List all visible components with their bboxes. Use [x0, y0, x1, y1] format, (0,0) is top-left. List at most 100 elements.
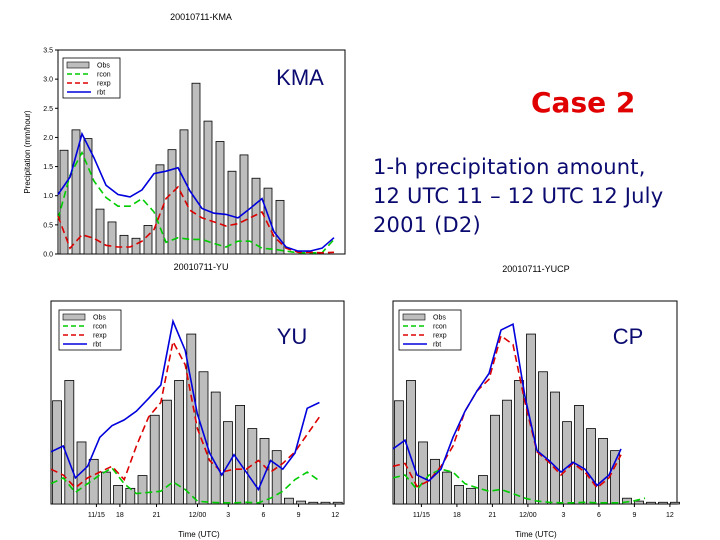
x-tick-label: 21	[489, 512, 497, 519]
obs-bar	[203, 120, 213, 255]
obs-bar	[83, 138, 93, 255]
chart-kma: 20010711-KMA 0.0 0.5 1.0 1.5 2.0 2.5 3.0 3.5 Pr…	[23, 12, 346, 259]
obs-bar	[143, 225, 153, 255]
description: 1-h precipitation amount, 12 UTC 11 – 12…	[373, 153, 718, 240]
panel-label-yucp: CP	[613, 324, 644, 349]
x-tick-label: 18	[453, 512, 461, 519]
x-tick-label: 11/15	[88, 512, 105, 519]
x-axis-label-yucp: Time (UTC)	[515, 530, 557, 539]
y-tick-label: 2.0	[43, 135, 53, 142]
obs-bar	[64, 380, 75, 505]
chart-yucp: 20010711-YUCP 11/15 18 21 12/00 3 6 9 12 Obs rco…	[392, 264, 680, 539]
obs-bar	[598, 438, 608, 505]
y-tick-label: 2.5	[43, 106, 53, 113]
obs-bar	[52, 400, 62, 505]
series-rexp-line	[57, 185, 335, 254]
series-rcon-line	[392, 468, 646, 504]
legend-label: rbt	[97, 90, 105, 97]
y-tick-label: 0.5	[43, 222, 53, 229]
obs-bar	[88, 458, 99, 505]
y-axis-label-kma: Precipitation (mm/hour)	[23, 110, 32, 193]
obs-bar	[186, 333, 197, 505]
obs-bar	[259, 438, 270, 505]
obs-bar	[107, 221, 117, 255]
legend-swatch-obs	[402, 313, 426, 321]
legend-label: rcon	[97, 72, 111, 79]
series-rbt-line	[50, 318, 320, 492]
x-tick-label: 3	[226, 512, 230, 519]
obs-bar	[526, 333, 536, 505]
obs-bar	[149, 414, 160, 505]
obs-bar	[296, 500, 307, 505]
obs-bar	[119, 234, 129, 255]
obs-bar	[550, 391, 560, 505]
obs-bar	[308, 501, 319, 505]
obs-bar	[137, 475, 148, 505]
chart-title-yu: 20010711-YU	[174, 262, 229, 272]
legend-label: rcon	[93, 324, 107, 331]
description-line: 2001 (D2)	[373, 213, 481, 237]
legend-label: rexp	[93, 333, 107, 340]
obs-bar	[320, 501, 331, 505]
obs-bar	[161, 399, 172, 505]
legend-label: rcon	[433, 324, 447, 331]
case-title: Case 2	[531, 86, 636, 119]
y-tick-label: 3.0	[43, 77, 53, 84]
series-rbt-line	[57, 131, 335, 252]
obs-bar	[191, 82, 201, 255]
x-tick-label: 12/00	[519, 512, 537, 519]
obs-bar	[239, 154, 249, 255]
obs-bar	[95, 208, 105, 255]
obs-bar	[514, 380, 524, 505]
x-tick-label: 3	[561, 512, 565, 519]
obs-bar	[263, 187, 273, 255]
description-line: 1-h precipitation amount,	[373, 155, 646, 179]
chart-title-yucp: 20010711-YUCP	[502, 264, 569, 274]
obs-bar	[155, 164, 165, 255]
obs-bar	[210, 391, 221, 505]
series-rexp-line	[392, 334, 622, 489]
legend-label: Obs	[97, 63, 110, 70]
y-tick-label: 1.0	[43, 193, 53, 200]
obs-bar	[113, 485, 123, 505]
x-tick-label: 12	[666, 512, 674, 519]
x-tick-label: 6	[597, 512, 601, 519]
obs-bar	[71, 129, 81, 255]
obs-bar	[466, 487, 476, 505]
legend-label: rbt	[93, 342, 101, 349]
obs-bar	[247, 428, 258, 505]
x-tick-label: 9	[297, 512, 301, 519]
obs-bar	[101, 471, 111, 505]
obs-bar	[502, 399, 512, 505]
obs-bar	[442, 471, 452, 505]
x-tick-label: 12/00	[189, 512, 207, 519]
description-line: 12 UTC 11 – 12 UTC 12 July	[373, 184, 664, 208]
x-tick-label: 21	[153, 512, 161, 519]
legend-label: Obs	[93, 315, 106, 322]
obs-bar	[215, 141, 225, 255]
obs-bar	[658, 501, 668, 505]
obs-bar	[538, 371, 548, 505]
obs-bar	[131, 237, 141, 255]
x-tick-label: 6	[261, 512, 265, 519]
obs-bar	[634, 500, 644, 505]
obs-bar	[222, 421, 233, 505]
obs-bar	[59, 149, 69, 255]
obs-bar	[454, 485, 464, 505]
series-rcon-line	[50, 466, 320, 504]
chart-yu: 20010711-YU 11/15 18 21 12/00 3 6 9 12 Obs rcon r…	[50, 262, 345, 539]
obs-bar	[394, 400, 404, 505]
y-tick-label: 3.5	[43, 48, 53, 55]
obs-bar	[283, 497, 294, 505]
obs-bar	[574, 404, 584, 505]
obs-bar	[167, 149, 177, 255]
obs-bar	[235, 404, 246, 505]
obs-bar	[198, 371, 209, 505]
obs-bar	[275, 199, 285, 255]
x-tick-label: 9	[632, 512, 636, 519]
panel-label-yu: YU	[277, 324, 308, 349]
plot-frame-kma	[57, 49, 346, 255]
chart-title-kma: 20010711-KMA	[170, 12, 232, 22]
obs-bar	[125, 487, 136, 505]
